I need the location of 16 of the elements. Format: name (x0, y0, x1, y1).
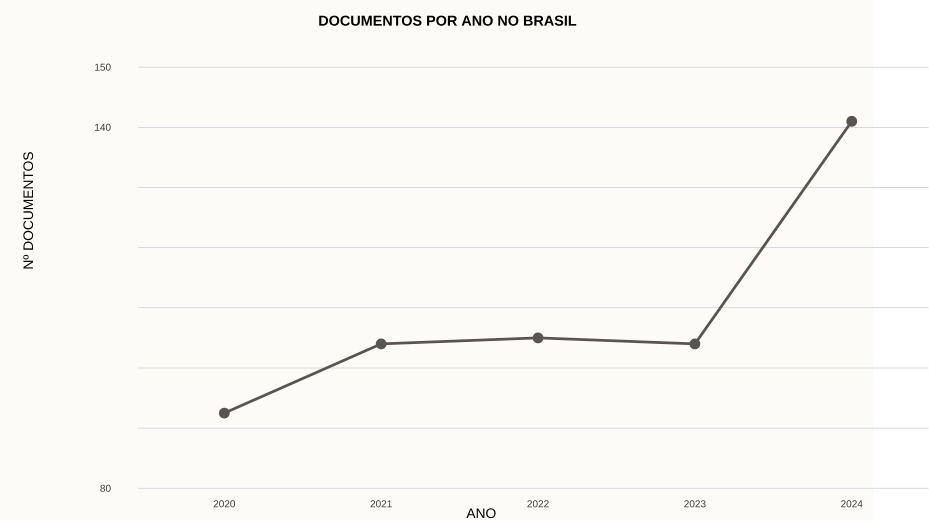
y-axis-title: Nº DOCUMENTOS (23, 152, 34, 268)
y-tick-label: 150 (95, 63, 111, 71)
x-tick-label: 2021 (370, 500, 392, 508)
x-tick-label: 2023 (684, 500, 706, 508)
point (690, 338, 700, 350)
point (218, 408, 230, 418)
point (846, 116, 858, 127)
chart-title: DOCUMENTOS POR ANO NO BRASIL (319, 15, 576, 26)
point (376, 338, 387, 350)
point (532, 332, 544, 344)
x-tick-label: 2024 (841, 500, 863, 508)
y-tick-label: 80 (100, 484, 111, 492)
x-axis-title: ANO (466, 508, 496, 518)
x-tick-label: 2020 (214, 500, 236, 508)
x-tick-label: 2022 (527, 500, 549, 508)
y-tick-label: 140 (95, 124, 111, 131)
